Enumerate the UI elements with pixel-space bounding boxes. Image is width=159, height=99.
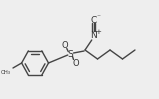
Text: +: + — [96, 29, 101, 35]
Text: CH₃: CH₃ — [1, 70, 11, 75]
Text: C: C — [90, 16, 97, 24]
Text: ⁻: ⁻ — [97, 12, 100, 21]
Text: S: S — [68, 50, 73, 59]
Text: N: N — [90, 30, 97, 40]
Text: O: O — [62, 40, 68, 50]
Text: O: O — [72, 59, 79, 68]
